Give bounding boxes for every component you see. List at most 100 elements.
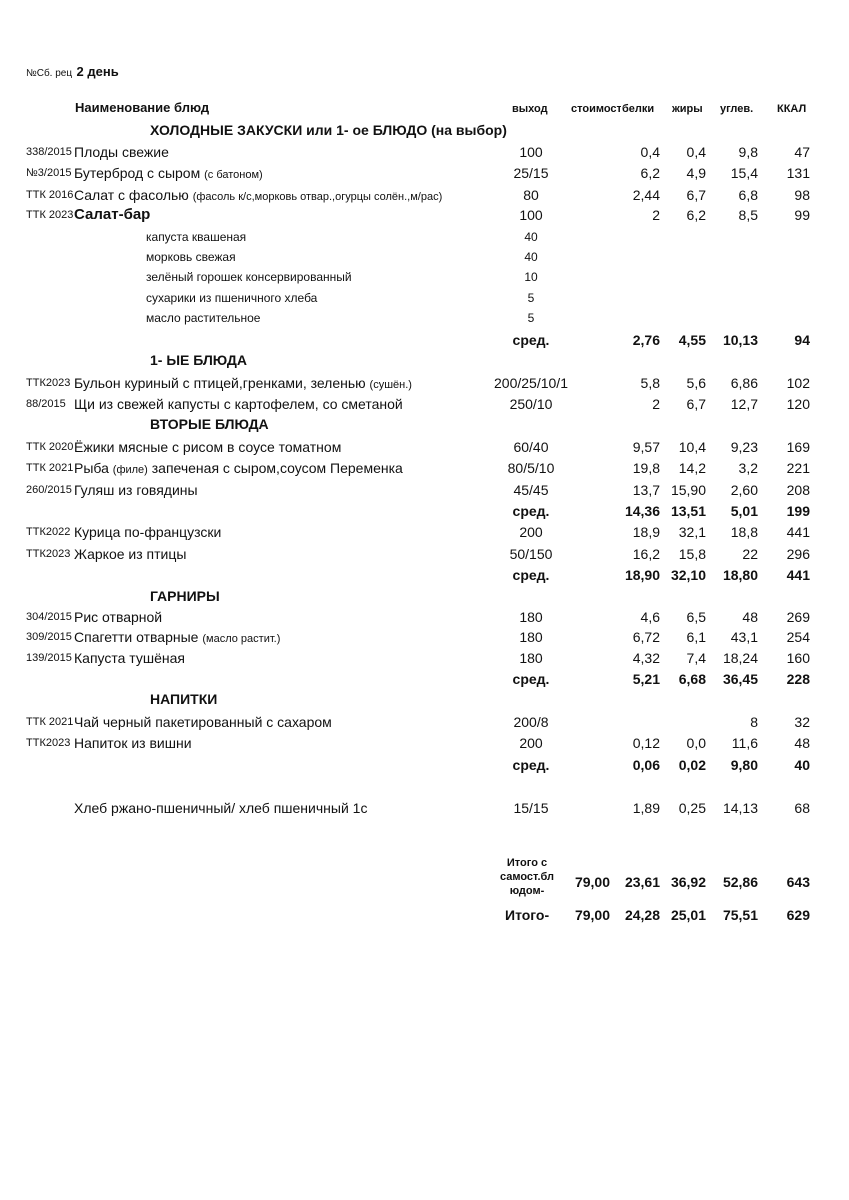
fat-value: 14,2 (678, 460, 706, 476)
dish-name-text: Щи из свежей капусты с картофелем, со см… (74, 396, 403, 412)
kcal-value: 94 (794, 332, 810, 348)
carbs-value: 6,8 (738, 187, 758, 203)
recipe-code: ТТК2023 (26, 737, 71, 749)
kcal-value: 120 (786, 396, 810, 412)
table-row: №3/2015 Бутерброд с сыром (с батоном) 25/1… (0, 163, 849, 183)
header-fat: жиры (672, 103, 703, 115)
dish-name: Ёжики мясные с рисом в соусе томатном (74, 437, 341, 457)
section-heading: ГАРНИРЫ (0, 586, 849, 606)
fat-value: 0,0 (686, 735, 706, 751)
section-heading: НАПИТКИ (0, 689, 849, 709)
dish-name: Рыба (филе) запеченая с сыром,соусом Пер… (74, 458, 403, 480)
protein-value: 0,12 (632, 735, 660, 751)
recipe-code: ТТК2023 (26, 377, 71, 389)
recipe-code: ТТК 2023 (26, 209, 74, 221)
kcal-value: 254 (786, 629, 810, 645)
section-heading: ХОЛОДНЫЕ ЗАКУСКИ или 1- ое БЛЮДО (на выб… (0, 120, 849, 140)
dish-name: Курица по-французски (74, 522, 221, 542)
fat-value: 25,01 (670, 907, 706, 923)
carbs-value: 2,60 (730, 482, 758, 498)
dish-name-text: Гуляш из говядины (74, 482, 198, 498)
table-row: ТТК 2023 Салат-бар 100 2 6,2 8,5 99 (0, 205, 849, 225)
output-value: 100 (519, 144, 543, 160)
dish-name-text: Салат-бар (74, 206, 151, 223)
protein-value: 24,28 (624, 907, 660, 923)
table-row: ТТК 2020 Ёжики мясные с рисом в соусе том… (0, 437, 849, 457)
fat-value: 15,90 (670, 482, 706, 498)
protein-value: 16,2 (632, 546, 660, 562)
dish-name: Жаркое из птицы (74, 544, 186, 564)
kcal-value: 160 (786, 650, 810, 666)
output-value: 80/5/10 (507, 460, 555, 476)
carbs-value: 18,24 (722, 650, 758, 666)
protein-value: 4,6 (640, 609, 660, 625)
output-value: 40 (524, 250, 538, 264)
protein-value: 2,44 (632, 187, 660, 203)
output-value: сред. (512, 332, 550, 348)
output-value: 60/40 (513, 439, 549, 455)
dish-name: Рис отварной (74, 607, 162, 627)
fat-value: 36,92 (670, 874, 706, 890)
output-value: 5 (527, 291, 535, 305)
carbs-value: 8,5 (738, 207, 758, 223)
carbs-value: 12,7 (730, 396, 758, 412)
header-output: выход (512, 103, 548, 115)
table-row: ТТК 2021 Чай черный пакетированный с саха… (0, 712, 849, 732)
protein-value: 6,2 (640, 165, 660, 181)
kcal-value: 441 (786, 524, 810, 540)
ingredient-name: зелёный горошек консервированный (146, 270, 352, 284)
output-value: 25/15 (513, 165, 549, 181)
protein-value: 2 (652, 207, 660, 223)
dish-name: Салат-бар (74, 205, 150, 225)
carbs-value: 14,13 (722, 800, 758, 816)
protein-value: 6,72 (632, 629, 660, 645)
output-value: сред. (512, 757, 550, 773)
dish-name-text: Капуста тушёная (74, 650, 185, 666)
fat-value: 6,7 (686, 396, 706, 412)
output-value: 200 (519, 735, 543, 751)
protein-value: 18,9 (632, 524, 660, 540)
dish-note: (сушён.) (369, 379, 412, 391)
header-kcal: ККАЛ (777, 103, 807, 115)
dish-name: Бульон куриный с птицей,гренками, зелень… (74, 373, 412, 395)
fat-value: 6,5 (686, 609, 706, 625)
kcal-value: 296 (786, 546, 810, 562)
fat-value: 0,02 (678, 757, 706, 773)
dish-name: Плоды свежие (74, 142, 169, 162)
dish-name-text: Чай черный пакетированный с сахаром (74, 714, 332, 730)
table-row: ТТК2023 Бульон куриный с птицей,гренками,… (0, 373, 849, 393)
dish-note: (филе) (112, 464, 148, 476)
carbs-value: 36,45 (722, 671, 758, 687)
output-value: 15/15 (513, 800, 549, 816)
carbs-value: 48 (742, 609, 758, 625)
cost-value: 79,00 (574, 907, 610, 923)
carbs-value: 75,51 (722, 907, 758, 923)
kcal-value: 98 (794, 187, 810, 203)
fat-value: 13,51 (670, 503, 706, 519)
fat-value: 6,7 (686, 187, 706, 203)
table-row: ТТК 2016 Салат с фасолью (фасоль к/с,морк… (0, 185, 849, 205)
kcal-value: 47 (794, 144, 810, 160)
dish-name-text: Жаркое из птицы (74, 546, 187, 562)
recipe-code: ТТК 2016 (26, 189, 74, 201)
recipe-code: 338/2015 (26, 146, 72, 158)
output-value: 250/10 (509, 396, 553, 412)
average-row: сред. 0,06 0,02 9,80 40 (0, 755, 849, 775)
protein-value: 14,36 (624, 503, 660, 519)
dish-name: Чай черный пакетированный с сахаром (74, 712, 332, 732)
dish-name-text: Рис отварной (74, 609, 163, 625)
dish-note: (с батоном) (204, 169, 263, 181)
fat-value: 7,4 (686, 650, 706, 666)
fat-value: 0,25 (678, 800, 706, 816)
output-value: 50/150 (509, 546, 553, 562)
carbs-value: 15,4 (730, 165, 758, 181)
kcal-value: 48 (794, 735, 810, 751)
fat-value: 5,6 (686, 375, 706, 391)
fat-value: 6,1 (686, 629, 706, 645)
dish-name-cont: запеченая с сыром,соусом Переменка (151, 460, 403, 476)
ingredient-name: сухарики из пшеничного хлеба (146, 291, 318, 305)
fat-value: 6,68 (678, 671, 706, 687)
average-row: сред. 14,36 13,51 5,01 199 (0, 501, 849, 521)
output-value: 180 (519, 629, 543, 645)
